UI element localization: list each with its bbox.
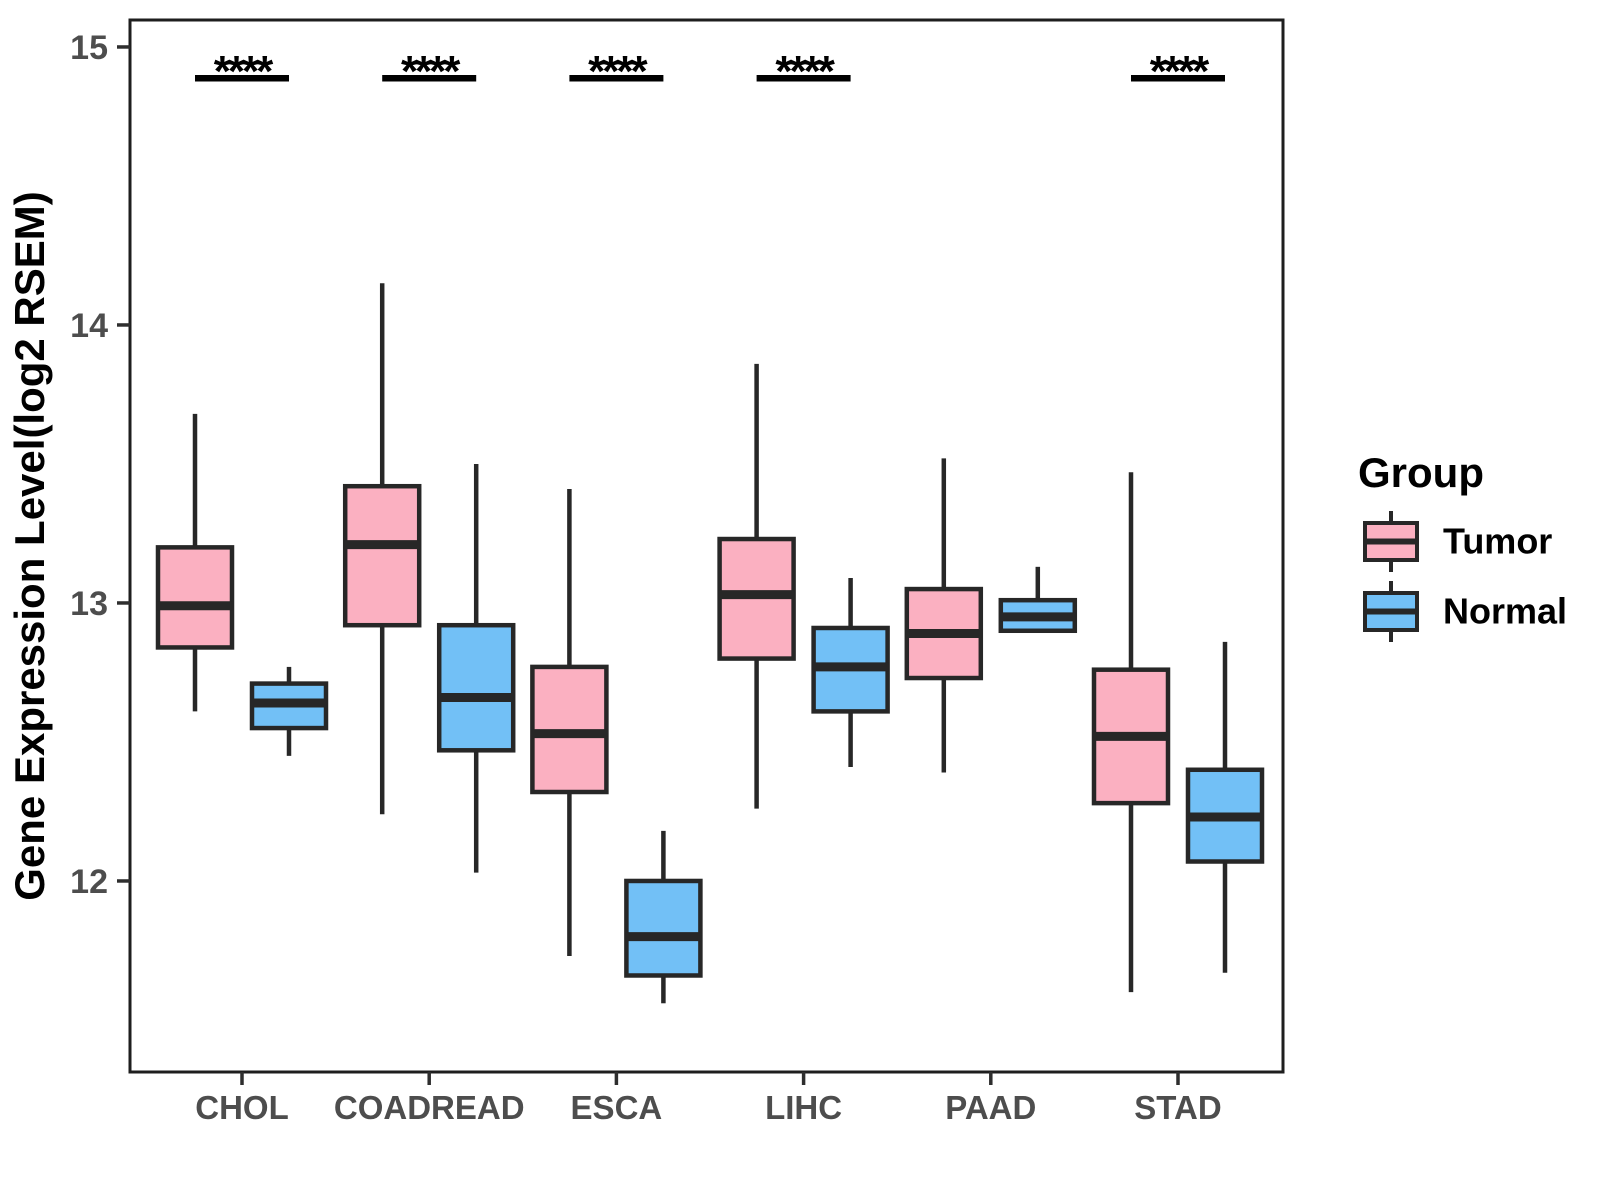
- significance-bar-CHOL: [195, 75, 289, 82]
- y-tick-label-14: 14: [70, 307, 108, 345]
- significance-stars-STAD: ****: [1150, 47, 1210, 96]
- legend-title: Group: [1358, 449, 1484, 496]
- significance-bar-ESCA: [569, 75, 664, 82]
- x-tick-label-PAAD: PAAD: [945, 1089, 1036, 1126]
- x-tick-label-STAD: STAD: [1134, 1089, 1221, 1126]
- tumor-CHOL-box: [155, 545, 235, 650]
- significance-bar-STAD: [1131, 75, 1225, 82]
- normal-COADREAD-box: [436, 622, 516, 753]
- significance-bar-COADREAD: [382, 75, 477, 82]
- significance-stars-LIHC: ****: [775, 47, 835, 96]
- y-tick-label-12: 12: [70, 863, 108, 901]
- plot-panel: [128, 18, 1285, 1074]
- y-tick-label-13: 13: [70, 585, 108, 623]
- x-tick-label-CHOL: CHOL: [195, 1089, 289, 1126]
- significance-stars-COADREAD: ****: [401, 47, 461, 96]
- tumor-COADREAD-box: [342, 483, 422, 628]
- x-tick-label-COADREAD: COADREAD: [334, 1089, 525, 1126]
- y-tick-label-15: 15: [70, 29, 108, 67]
- legend-label-tumor: Tumor: [1443, 521, 1552, 562]
- x-tick-label-ESCA: ESCA: [571, 1089, 663, 1126]
- significance-bar-LIHC: [756, 75, 851, 82]
- y-axis-title: Gene Expression Level(log2 RSEM): [6, 191, 53, 901]
- significance-stars-CHOL: ****: [214, 47, 274, 96]
- legend-label-normal: Normal: [1443, 591, 1567, 632]
- significance-stars-ESCA: ****: [588, 47, 648, 96]
- x-tick-label-LIHC: LIHC: [765, 1089, 842, 1126]
- normal-ESCA-box: [624, 878, 703, 978]
